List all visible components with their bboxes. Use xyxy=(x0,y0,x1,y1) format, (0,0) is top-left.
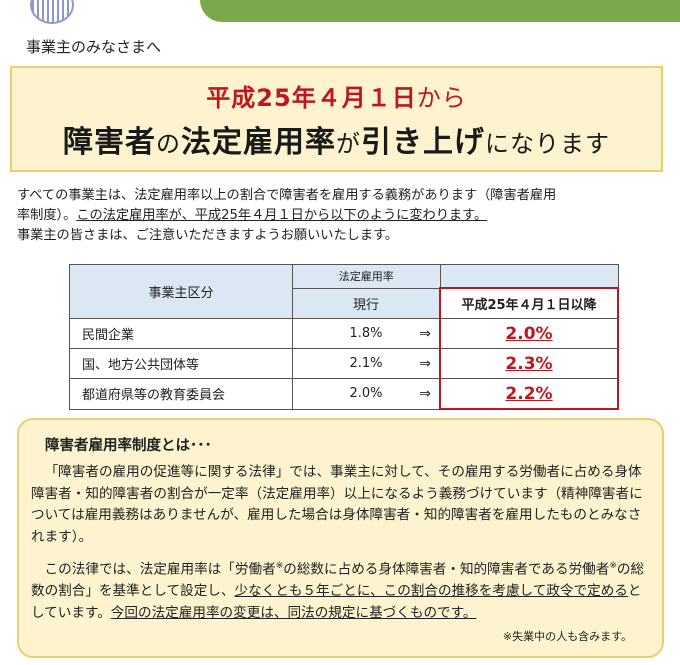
arrow-icon: ⇒ xyxy=(419,385,431,402)
category-header: 事業主区分 xyxy=(69,264,293,319)
row-arrow: ⇒ xyxy=(419,348,441,379)
headline-line1: 平成25年４月１日から xyxy=(206,78,466,113)
row-new-rate-cell: 2.3% xyxy=(439,348,619,379)
arrow-icon: ⇒ xyxy=(419,355,431,372)
row-new-rate: 2.0% xyxy=(505,323,553,344)
footnote-mark: ※ xyxy=(275,561,284,571)
top-banner xyxy=(0,0,680,24)
headline-box: 平成25年４月１日から 障害者の法定雇用率が引き上げになります xyxy=(10,66,663,172)
intro-line1: すべての事業主は、法定雇用率以上の割合で障害者を雇用する義務があります（障害者雇… xyxy=(17,188,557,203)
row-category: 国、地方公共団体等 xyxy=(69,348,293,379)
para2-text-c: の総数の割合」を基準として設定し、 xyxy=(31,561,645,600)
row-new-rate-cell: 2.2% xyxy=(439,378,619,410)
row-category: 都道府県等の教育委員会 xyxy=(69,378,293,410)
para2-underlined-1: 少なくとも５年ごとに、この割合の推移を考慮して政令で定める xyxy=(234,583,628,600)
para2-underlined-2: 今回の法定雇用率の変更は、同法の規定に基づくものです。 xyxy=(110,604,477,621)
table-row: 都道府県等の教育委員会 2.0% ⇒ 2.2% xyxy=(69,378,619,410)
logo-emblem-icon xyxy=(30,0,74,24)
arrow-icon: ⇒ xyxy=(419,325,431,342)
green-header-band xyxy=(200,0,680,22)
table-row: 国、地方公共団体等 2.1% ⇒ 2.3% xyxy=(69,348,619,379)
intro-text: すべての事業主は、法定雇用率以上の割合で障害者を雇用する義務があります（障害者雇… xyxy=(17,186,667,246)
para2-text-a: この法律では、法定雇用率は「労働者 xyxy=(44,561,276,578)
para2-text-b: の総数に占める身体障害者・知的障害者である労働者 xyxy=(283,561,610,578)
new-rate-header: 平成25年４月１日以降 xyxy=(439,287,619,319)
row-new-rate: 2.3% xyxy=(505,353,553,374)
row-arrow: ⇒ xyxy=(419,318,441,349)
headline-date-suffix: から xyxy=(416,83,467,112)
explanation-title: 障害者雇用率制度とは･･･ xyxy=(45,438,212,454)
row-new-rate: 2.2% xyxy=(505,383,553,404)
footnote: ※失業中の人も含みます。 xyxy=(502,630,632,643)
headline-particle2: が xyxy=(336,129,361,158)
intro-line2-underlined: この法定雇用率が、平成25年４月１日から以下のように変わります。 xyxy=(76,208,488,223)
explanation-paragraph-1: 「障害者の雇用の促進等に関する法律」では、事業主に対して、その雇用する労働者に占… xyxy=(31,464,643,545)
explanation-box: 障害者雇用率制度とは･･･ 「障害者の雇用の促進等に関する法律」では、事業主に対… xyxy=(17,418,664,658)
row-new-rate-cell: 2.0% xyxy=(439,318,619,349)
headline-ending: になります xyxy=(485,129,610,158)
row-category: 民間企業 xyxy=(69,318,293,349)
footnote-mark: ※ xyxy=(609,561,617,571)
row-arrow: ⇒ xyxy=(419,378,441,410)
row-current-rate: 2.1% xyxy=(292,348,439,379)
row-current-rate: 1.8% xyxy=(292,318,439,349)
headline-line2: 障害者の法定雇用率が引き上げになります xyxy=(63,117,610,161)
para2-text-d: としています。 xyxy=(31,583,642,621)
employment-rate-table: 事業主区分 法定雇用率 現行 平成25年４月１日以降 民間企業 1.8% ⇒ 2… xyxy=(69,264,619,410)
current-header: 現行 xyxy=(292,287,439,319)
rate-header-spacer xyxy=(440,264,619,289)
table-row: 民間企業 1.8% ⇒ 2.0% xyxy=(69,318,619,349)
explanation-paragraph-2: この法律では、法定雇用率は「労働者※の総数に占める身体障害者・知的障害者である労… xyxy=(31,556,651,624)
greeting: 事業主のみなさまへ xyxy=(26,38,162,56)
intro-line3: 事業主の皆さまは、ご注意いただきますようお願いいたします。 xyxy=(17,228,399,243)
headline-topic: 法定雇用率 xyxy=(181,124,336,160)
intro-line2-plain: 率制度）。 xyxy=(17,208,77,223)
headline-date: 平成25年４月１日 xyxy=(206,83,417,112)
headline-change: 引き上げ xyxy=(361,124,485,160)
rate-header: 法定雇用率 xyxy=(292,264,441,289)
intro-line2: 率制度）。この法定雇用率が、平成25年４月１日から以下のように変わります。 xyxy=(17,206,667,226)
row-current-rate: 2.0% xyxy=(292,378,439,410)
headline-particle1: の xyxy=(156,129,181,158)
headline-subject: 障害者 xyxy=(63,124,156,160)
